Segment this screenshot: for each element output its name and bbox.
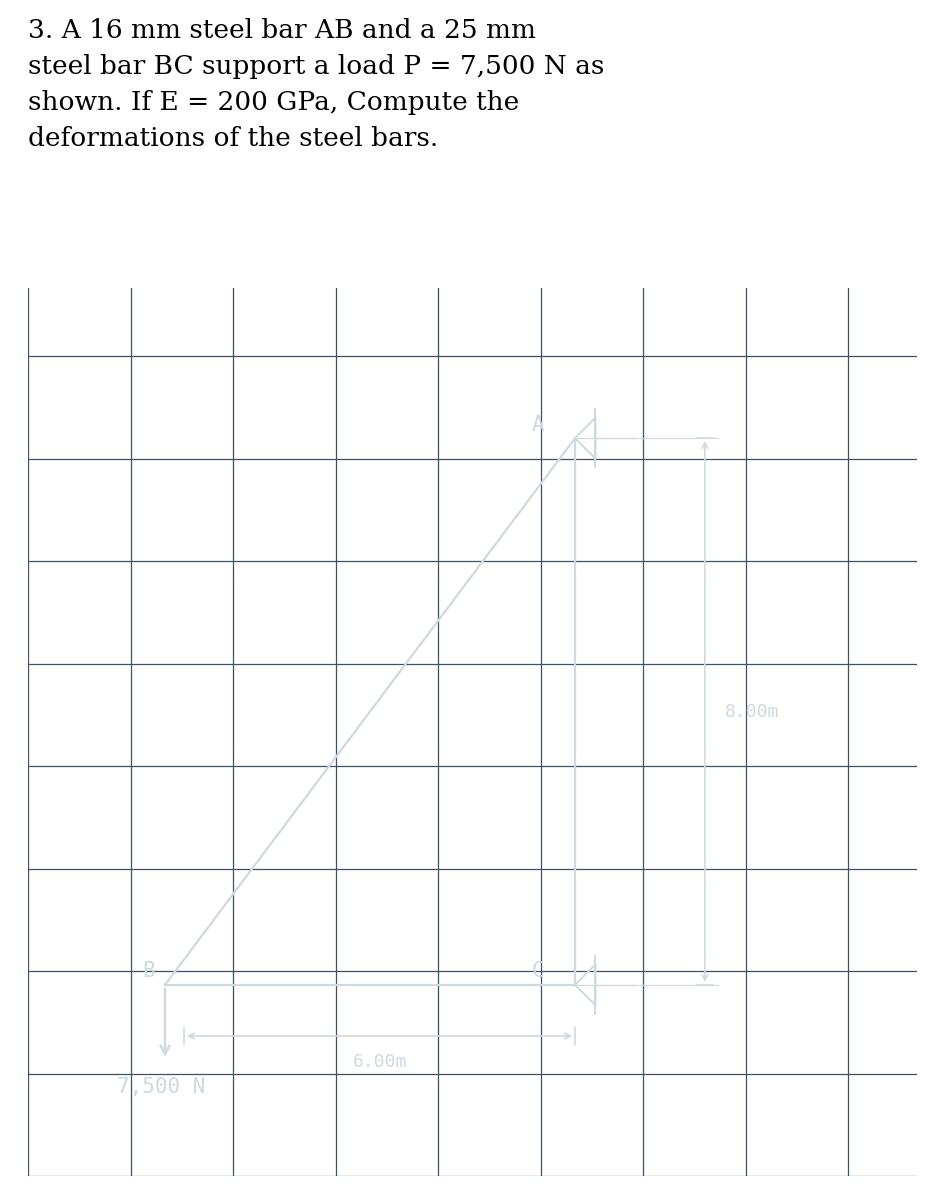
Text: C: C: [531, 961, 544, 982]
Text: 6.00m: 6.00m: [352, 1054, 406, 1072]
Text: A: A: [531, 415, 544, 434]
Text: 3. A 16 mm steel bar AB and a 25 mm
steel bar BC support a load P = 7,500 N as
s: 3. A 16 mm steel bar AB and a 25 mm stee…: [28, 18, 604, 151]
Text: 7,500 N: 7,500 N: [117, 1078, 206, 1097]
Text: B: B: [142, 961, 155, 982]
Text: 8.00m: 8.00m: [725, 702, 779, 720]
